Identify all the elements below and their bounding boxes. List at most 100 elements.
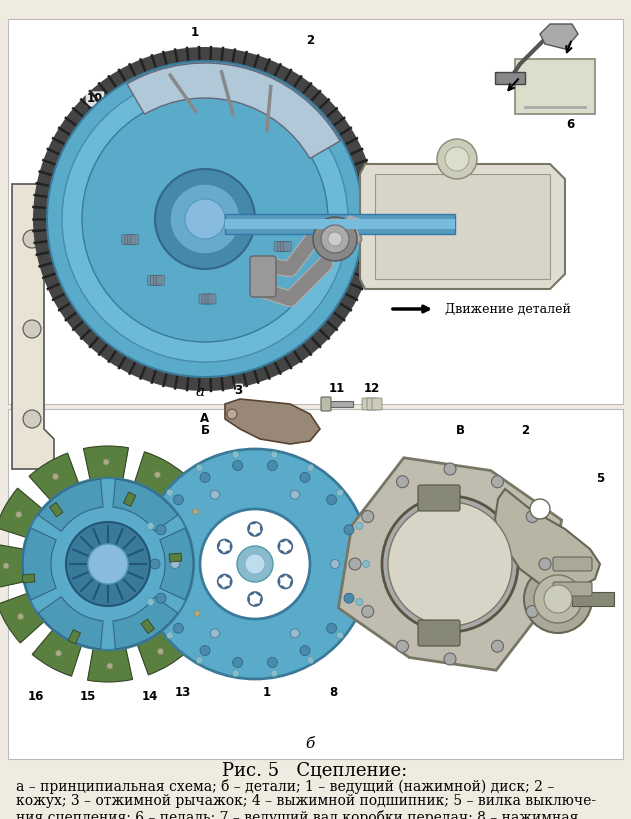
Wedge shape: [192, 540, 226, 585]
Polygon shape: [495, 489, 600, 589]
Circle shape: [336, 631, 343, 639]
Wedge shape: [113, 597, 178, 649]
Circle shape: [336, 489, 343, 496]
Circle shape: [492, 476, 504, 488]
Circle shape: [313, 217, 357, 261]
Circle shape: [290, 491, 300, 500]
Text: 16: 16: [28, 690, 44, 703]
Circle shape: [156, 525, 166, 535]
Circle shape: [524, 565, 592, 633]
Circle shape: [321, 225, 349, 253]
Circle shape: [362, 605, 374, 618]
Circle shape: [207, 559, 213, 565]
FancyBboxPatch shape: [127, 235, 136, 245]
Circle shape: [307, 464, 314, 472]
Wedge shape: [0, 544, 24, 589]
Circle shape: [56, 650, 62, 656]
Wedge shape: [29, 453, 79, 500]
Circle shape: [150, 559, 160, 569]
Circle shape: [396, 476, 408, 488]
Circle shape: [66, 522, 150, 606]
Bar: [495, 72, 525, 84]
Text: 1: 1: [191, 26, 199, 39]
Circle shape: [382, 496, 518, 632]
Wedge shape: [38, 479, 103, 532]
Wedge shape: [0, 488, 42, 537]
Circle shape: [18, 613, 23, 619]
Polygon shape: [12, 184, 54, 469]
FancyBboxPatch shape: [277, 242, 285, 251]
FancyBboxPatch shape: [199, 294, 207, 304]
Circle shape: [23, 410, 41, 428]
Circle shape: [344, 593, 354, 604]
Circle shape: [492, 640, 504, 652]
Circle shape: [170, 184, 240, 254]
Circle shape: [147, 523, 154, 530]
FancyBboxPatch shape: [553, 557, 592, 571]
Bar: [141, 619, 155, 634]
Circle shape: [271, 670, 278, 676]
Circle shape: [526, 605, 538, 618]
Circle shape: [388, 502, 512, 626]
Text: В: В: [456, 424, 464, 437]
Text: 10: 10: [87, 93, 103, 106]
Bar: [50, 503, 63, 517]
Circle shape: [544, 585, 572, 613]
FancyBboxPatch shape: [156, 275, 165, 285]
FancyBboxPatch shape: [254, 275, 261, 285]
FancyBboxPatch shape: [418, 485, 460, 511]
Circle shape: [140, 449, 370, 679]
Circle shape: [141, 560, 148, 568]
Text: 1: 1: [263, 686, 271, 699]
Circle shape: [170, 559, 179, 568]
Polygon shape: [360, 164, 565, 289]
Bar: [325, 401, 353, 407]
Circle shape: [327, 495, 336, 505]
Circle shape: [192, 509, 198, 514]
Circle shape: [185, 199, 225, 239]
Circle shape: [211, 491, 220, 500]
Circle shape: [534, 575, 582, 623]
FancyBboxPatch shape: [208, 294, 216, 304]
Circle shape: [167, 489, 174, 496]
FancyBboxPatch shape: [362, 398, 372, 410]
Text: 3: 3: [234, 384, 242, 397]
Wedge shape: [134, 452, 184, 498]
Circle shape: [349, 558, 361, 570]
Bar: [225, 219, 455, 229]
Circle shape: [22, 478, 194, 650]
Circle shape: [526, 510, 538, 523]
Circle shape: [233, 658, 243, 667]
Circle shape: [233, 460, 243, 471]
Circle shape: [62, 76, 348, 362]
Circle shape: [437, 139, 477, 179]
Circle shape: [88, 544, 128, 584]
FancyBboxPatch shape: [148, 275, 156, 285]
Circle shape: [396, 640, 408, 652]
Circle shape: [147, 599, 154, 605]
Circle shape: [211, 629, 220, 638]
Circle shape: [16, 512, 22, 518]
Circle shape: [23, 230, 41, 248]
Circle shape: [107, 663, 113, 669]
Circle shape: [103, 459, 109, 465]
Text: 3: 3: [283, 147, 291, 161]
FancyBboxPatch shape: [321, 397, 331, 411]
FancyBboxPatch shape: [205, 294, 213, 304]
Wedge shape: [160, 528, 193, 600]
Text: 5: 5: [596, 473, 604, 486]
Text: 9: 9: [131, 183, 139, 196]
Circle shape: [245, 554, 265, 574]
Circle shape: [200, 473, 210, 482]
Wedge shape: [23, 528, 56, 600]
Bar: [225, 214, 455, 234]
Circle shape: [530, 499, 550, 519]
Polygon shape: [225, 399, 320, 444]
Bar: [68, 630, 81, 644]
FancyBboxPatch shape: [251, 275, 259, 285]
Circle shape: [33, 47, 377, 391]
Circle shape: [200, 509, 310, 619]
Circle shape: [268, 460, 278, 471]
FancyBboxPatch shape: [151, 275, 158, 285]
Wedge shape: [32, 630, 81, 676]
